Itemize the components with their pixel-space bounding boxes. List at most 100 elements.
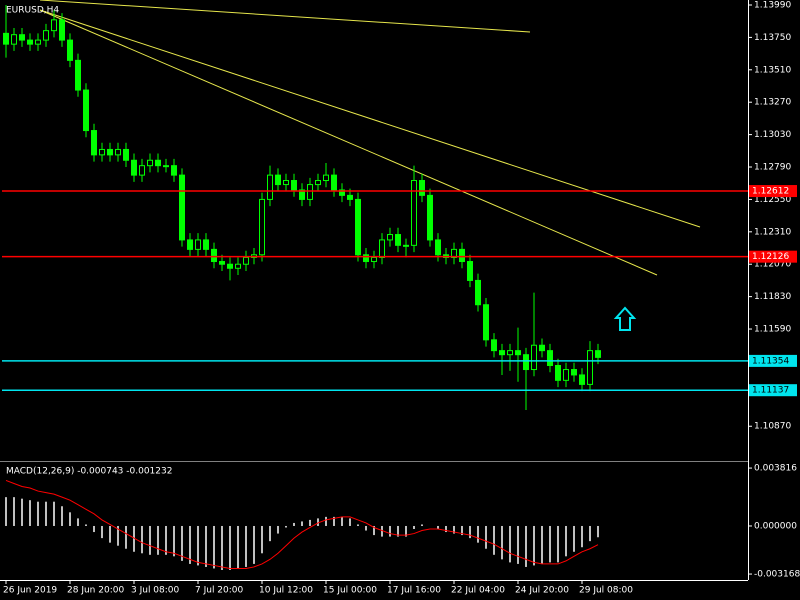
- candle-body: [99, 148, 105, 156]
- candle-body: [43, 30, 49, 41]
- candle-body: [499, 350, 505, 356]
- candle-body: [427, 194, 433, 241]
- candle-body: [27, 39, 33, 45]
- candle-body: [419, 180, 425, 196]
- candle-body: [219, 261, 225, 265]
- signal-line: [5, 479, 599, 569]
- candle-body: [539, 344, 545, 352]
- candle-body: [555, 364, 561, 381]
- candle-body: [3, 32, 9, 45]
- candle-body: [107, 148, 113, 156]
- candle-body: [523, 354, 529, 371]
- x-tick-label: 24 Jul 20:00: [515, 586, 569, 596]
- candle-body: [435, 239, 441, 256]
- candle-body: [195, 239, 201, 250]
- x-tick-label: 10 Jul 12:00: [259, 586, 313, 596]
- candle-body: [235, 263, 241, 269]
- x-tick-label: 17 Jul 16:00: [387, 586, 441, 596]
- indicator-title: MACD(12,26,9) -0.000743 -0.001232: [6, 467, 172, 477]
- level-label: 1.11137: [752, 386, 789, 396]
- candle-body: [179, 174, 185, 241]
- x-tick-label: 15 Jul 00:00: [323, 586, 377, 596]
- candle-body: [411, 180, 417, 246]
- candle-body: [307, 184, 313, 200]
- candle-body: [91, 130, 97, 156]
- y-tick-label: 1.13510: [754, 65, 791, 75]
- y-tick-label: -0.003168: [754, 570, 800, 580]
- candle-body: [203, 239, 209, 250]
- buy-arrow: [613, 306, 637, 331]
- chart-title: EURUSD,H4: [6, 6, 59, 16]
- candle-body: [571, 369, 577, 376]
- x-tick-label: 7 Jul 20:00: [195, 586, 244, 596]
- candle-body: [227, 263, 233, 269]
- candle-body: [35, 39, 41, 45]
- candle-body: [323, 174, 329, 182]
- candle-body: [363, 254, 369, 263]
- candle-body: [467, 261, 473, 281]
- y-tick-label: 1.12310: [754, 227, 791, 237]
- candle-body: [155, 159, 161, 167]
- y-tick-label: 1.12070: [754, 260, 791, 270]
- candle-body: [459, 248, 465, 263]
- y-tick-label: 1.13750: [754, 33, 791, 43]
- candle-body: [355, 198, 361, 256]
- candle-body: [387, 234, 393, 241]
- candle-body: [371, 256, 377, 263]
- candle-body: [67, 39, 73, 61]
- candle-body: [19, 34, 25, 41]
- candle-body: [299, 189, 305, 200]
- candle-body: [339, 189, 345, 196]
- trend-line: [39, 0, 531, 33]
- x-tick-label: 28 Jun 20:00: [67, 586, 124, 596]
- candle-body: [267, 174, 273, 200]
- candle-body: [211, 248, 217, 263]
- trend-line: [39, 9, 701, 228]
- candle-body: [243, 256, 249, 265]
- candle-body: [83, 89, 89, 132]
- candle-body: [259, 198, 265, 256]
- candle-body: [331, 174, 337, 191]
- candle-body: [379, 239, 385, 258]
- y-tick-label: 1.13270: [754, 98, 791, 108]
- level-label: 1.11354: [752, 356, 789, 366]
- x-tick-label: 26 Jun 2019: [3, 586, 57, 596]
- candle-body: [147, 159, 153, 167]
- level-label: 1.12612: [752, 187, 789, 197]
- candle-body: [139, 165, 145, 176]
- candle-body: [75, 59, 81, 91]
- candle-body: [51, 19, 57, 32]
- level-label-box: [749, 250, 797, 263]
- candle-body: [403, 244, 409, 247]
- candle-body: [547, 350, 553, 366]
- candle-body: [451, 248, 457, 258]
- candle-body: [491, 339, 497, 352]
- candle-body: [11, 34, 17, 45]
- candle-body: [283, 180, 289, 186]
- x-tick-label: 29 Jul 08:00: [579, 586, 633, 596]
- y-tick-label: 1.13990: [754, 0, 791, 10]
- candle-body: [395, 234, 401, 246]
- y-tick-label: 1.10870: [754, 422, 791, 432]
- candle-body: [595, 350, 601, 358]
- x-tick-label: 3 Jul 08:00: [131, 586, 180, 596]
- candle-body: [483, 304, 489, 341]
- candle-body: [563, 369, 569, 381]
- candle-body: [123, 148, 129, 161]
- level-label-box: [749, 354, 797, 367]
- candle-body: [171, 165, 177, 176]
- candle-body: [131, 159, 137, 176]
- y-tick-label: 1.13030: [754, 130, 791, 140]
- candle-body: [587, 350, 593, 385]
- candle-body: [347, 194, 353, 200]
- y-tick-label: 1.11590: [754, 325, 791, 335]
- x-tick-label: 22 Jul 04:00: [451, 586, 505, 596]
- y-tick-label: 0.000000: [754, 521, 797, 531]
- candle-body: [507, 350, 513, 356]
- candle-body: [579, 374, 585, 385]
- candle-body: [315, 180, 321, 186]
- level-label: 1.12126: [752, 252, 789, 262]
- candle-body: [531, 344, 537, 371]
